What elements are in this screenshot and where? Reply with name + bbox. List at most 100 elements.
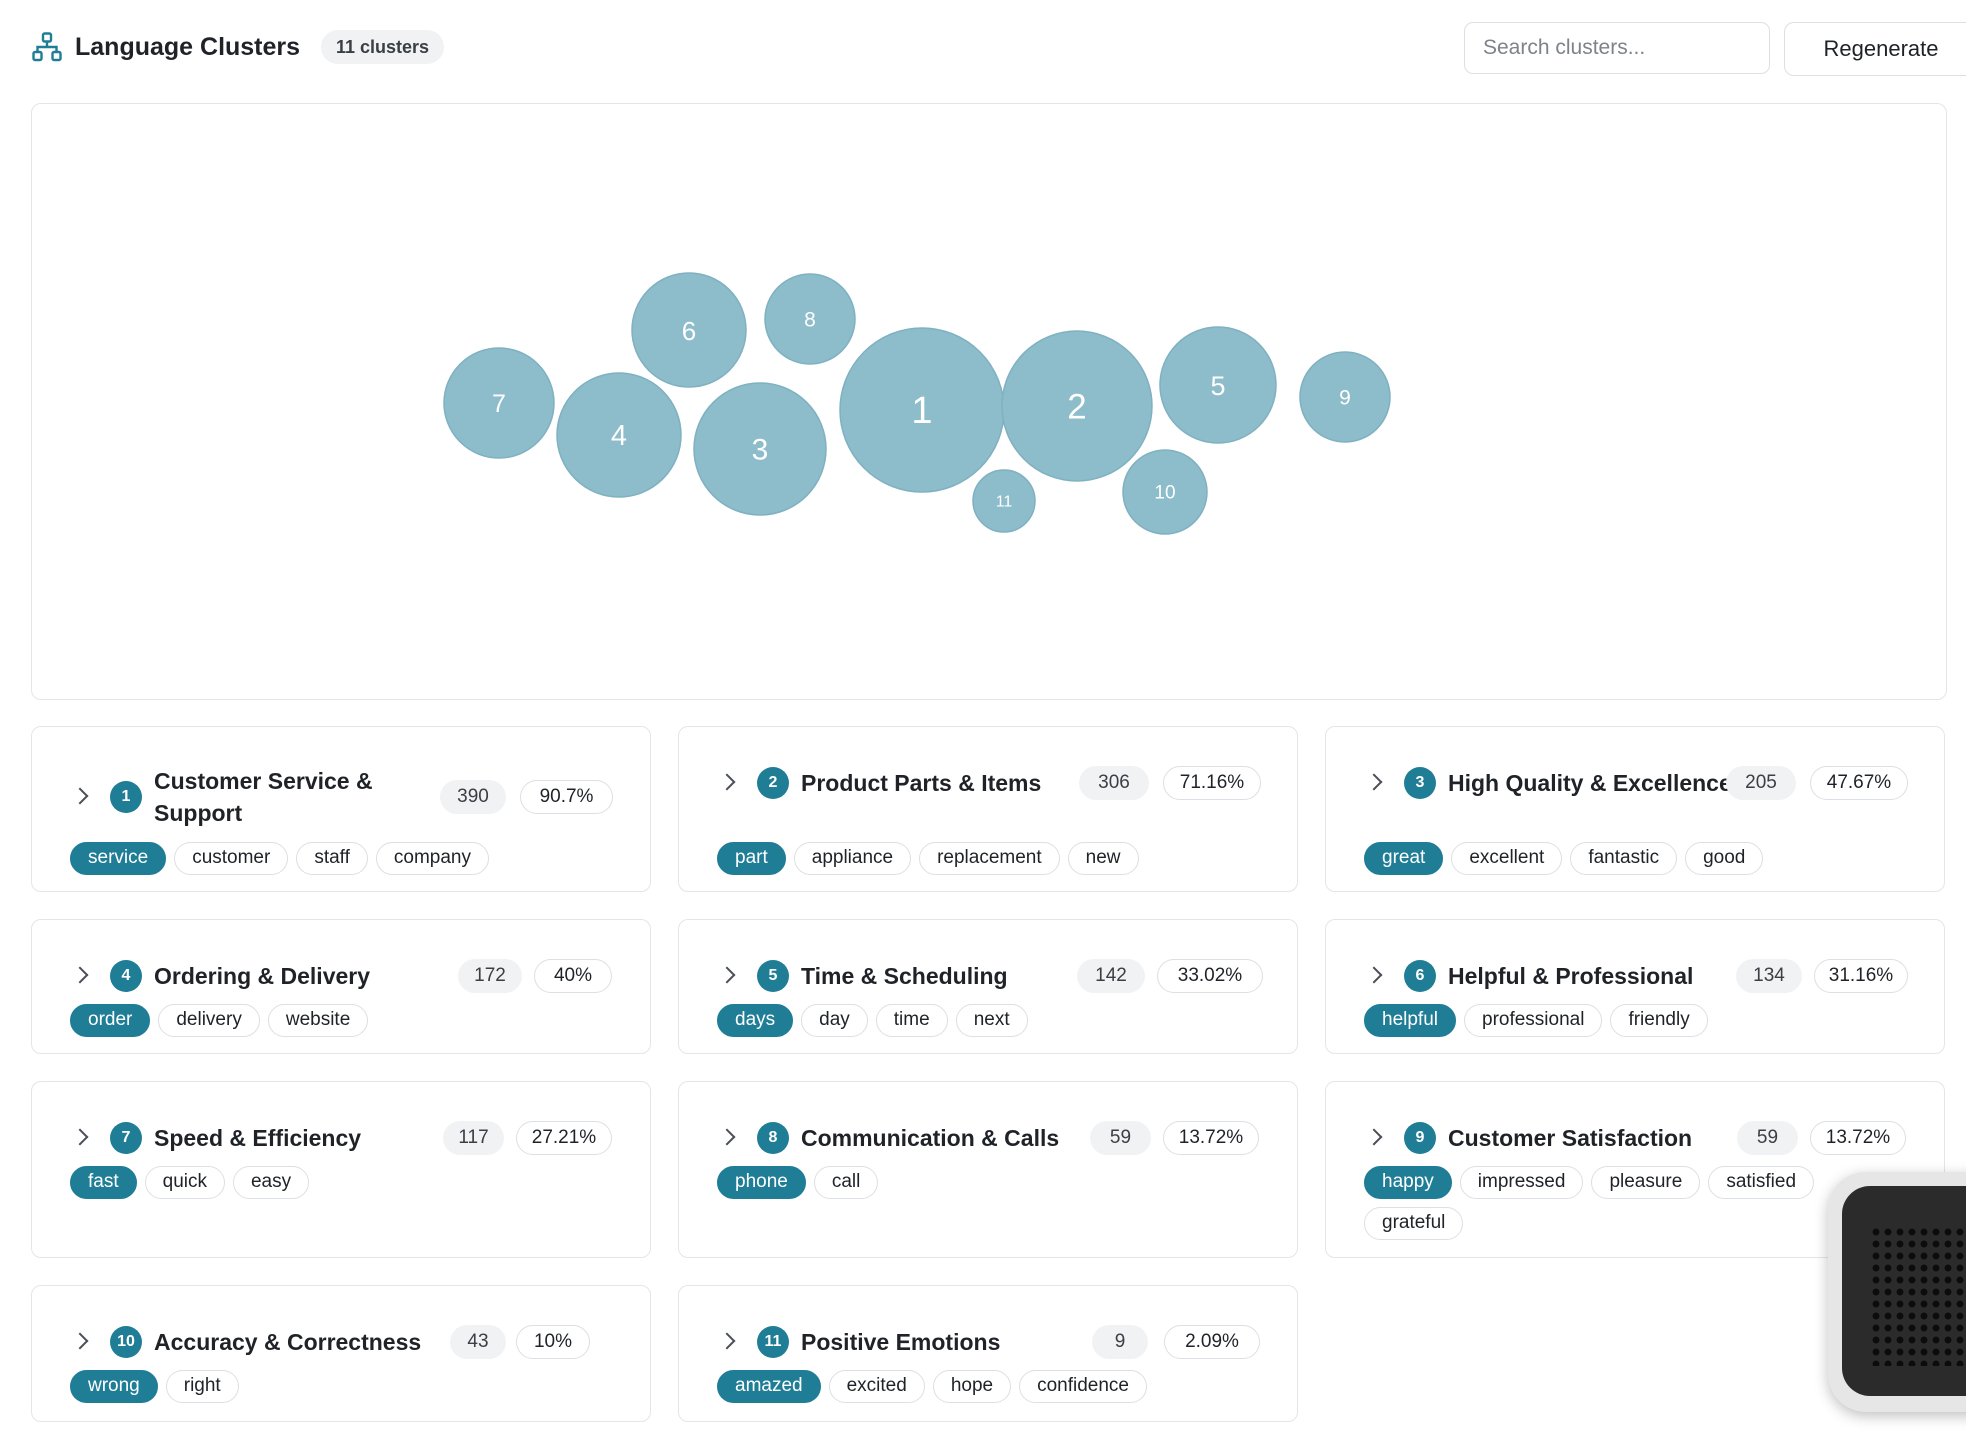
bubble-cluster-1[interactable]: 1 bbox=[839, 327, 1005, 493]
keyword-tag[interactable]: new bbox=[1067, 842, 1139, 875]
bubble-cluster-3[interactable]: 3 bbox=[693, 382, 827, 516]
bubble-cluster-8[interactable]: 8 bbox=[764, 273, 856, 365]
cluster-card[interactable]: 8 Communication & Calls 59 13.72% phone call bbox=[678, 1081, 1298, 1258]
expand-chevron-icon[interactable] bbox=[71, 787, 89, 805]
cluster-card[interactable]: 6 Helpful & Professional 134 31.16% helpful p… bbox=[1325, 919, 1945, 1054]
cluster-number-badge: 8 bbox=[757, 1122, 789, 1154]
keyword-tag[interactable]: time bbox=[875, 1004, 948, 1037]
cluster-title-line: Time & Scheduling bbox=[801, 963, 1008, 989]
expand-chevron-icon[interactable] bbox=[1365, 1128, 1383, 1146]
keyword-tag[interactable]: delivery bbox=[158, 1004, 260, 1037]
bubble-circle[interactable] bbox=[764, 273, 856, 365]
keyword-tag[interactable]: professional bbox=[1464, 1004, 1603, 1037]
keyword-tag[interactable]: next bbox=[955, 1004, 1028, 1037]
cluster-card[interactable]: 11 Positive Emotions 9 2.09% amazed excited ho… bbox=[678, 1285, 1298, 1422]
bubble-cluster-6[interactable]: 6 bbox=[631, 272, 747, 388]
keyword-tag[interactable]: amazed bbox=[717, 1370, 821, 1403]
keyword-tag[interactable]: great bbox=[1364, 842, 1444, 875]
cluster-bubble-chart: 1 2 3 4 5 6 7 8 9 10 11 bbox=[31, 103, 1947, 700]
keyword-tag[interactable]: replacement bbox=[919, 842, 1060, 875]
keyword-tag[interactable]: satisfied bbox=[1708, 1166, 1815, 1199]
keyword-tag[interactable]: website bbox=[267, 1004, 369, 1037]
bubble-circle[interactable] bbox=[839, 327, 1005, 493]
cluster-percentage: 90.7% bbox=[520, 780, 613, 814]
keyword-tag[interactable]: customer bbox=[174, 842, 289, 875]
keyword-tag[interactable]: staff bbox=[296, 842, 368, 875]
keyword-tag[interactable]: fantastic bbox=[1570, 842, 1678, 875]
expand-chevron-icon[interactable] bbox=[71, 966, 89, 984]
speaker-body bbox=[1842, 1186, 1966, 1396]
bubble-circle[interactable] bbox=[972, 469, 1036, 533]
bubble-cluster-5[interactable]: 5 bbox=[1159, 326, 1277, 444]
bubble-circle[interactable] bbox=[1001, 330, 1153, 482]
cluster-card[interactable]: 10 Accuracy & Correctness 43 10% wrong right bbox=[31, 1285, 651, 1422]
bubble-circle[interactable] bbox=[693, 382, 827, 516]
cluster-title: Product Parts & Items bbox=[801, 767, 1041, 799]
keyword-tag[interactable]: excellent bbox=[1451, 842, 1563, 875]
bubble-circle[interactable] bbox=[443, 347, 555, 459]
keyword-tag[interactable]: excited bbox=[828, 1370, 925, 1403]
cluster-count: 59 bbox=[1090, 1121, 1151, 1155]
bubble-cluster-7[interactable]: 7 bbox=[443, 347, 555, 459]
keyword-tag[interactable]: appliance bbox=[793, 842, 912, 875]
cluster-number-badge: 10 bbox=[110, 1326, 142, 1358]
cluster-count: 59 bbox=[1737, 1121, 1798, 1155]
bubble-circle[interactable] bbox=[1122, 449, 1208, 535]
speaker-device-icon bbox=[1828, 1172, 1966, 1412]
cluster-card[interactable]: 4 Ordering & Delivery 172 40% order delivery w… bbox=[31, 919, 651, 1054]
keyword-tag[interactable]: pleasure bbox=[1591, 1166, 1701, 1199]
cluster-card[interactable]: 3 High Quality & Excellence 205 47.67% great… bbox=[1325, 726, 1945, 892]
keyword-tag[interactable]: call bbox=[813, 1166, 879, 1199]
keyword-tag[interactable]: order bbox=[70, 1004, 151, 1037]
bubble-circle[interactable] bbox=[556, 372, 682, 498]
keyword-tag[interactable]: fast bbox=[70, 1166, 137, 1199]
expand-chevron-icon[interactable] bbox=[718, 773, 736, 791]
expand-chevron-icon[interactable] bbox=[718, 1332, 736, 1350]
keyword-tag[interactable]: happy bbox=[1364, 1166, 1452, 1199]
keyword-tag[interactable]: day bbox=[801, 1004, 868, 1037]
keyword-tag[interactable]: helpful bbox=[1364, 1004, 1456, 1037]
keyword-tag[interactable]: good bbox=[1685, 842, 1764, 875]
expand-chevron-icon[interactable] bbox=[71, 1128, 89, 1146]
bubble-cluster-11[interactable]: 11 bbox=[972, 469, 1036, 533]
keyword-tag[interactable]: easy bbox=[232, 1166, 310, 1199]
cluster-title-line: Support bbox=[154, 800, 243, 826]
keyword-tag[interactable]: confidence bbox=[1019, 1370, 1147, 1403]
keyword-tag[interactable]: impressed bbox=[1459, 1166, 1584, 1199]
keyword-tag[interactable]: company bbox=[375, 842, 489, 875]
bubble-circle[interactable] bbox=[1159, 326, 1277, 444]
search-input[interactable] bbox=[1464, 22, 1770, 74]
keyword-tag[interactable]: grateful bbox=[1364, 1207, 1464, 1240]
expand-chevron-icon[interactable] bbox=[1365, 773, 1383, 791]
expand-chevron-icon[interactable] bbox=[1365, 966, 1383, 984]
bubble-circle[interactable] bbox=[1299, 351, 1391, 443]
cluster-card[interactable]: 2 Product Parts & Items 306 71.16% part appli… bbox=[678, 726, 1298, 892]
bubble-circle[interactable] bbox=[631, 272, 747, 388]
cluster-card[interactable]: 5 Time & Scheduling 142 33.02% days day time ne… bbox=[678, 919, 1298, 1054]
cluster-title-line: Positive Emotions bbox=[801, 1329, 1001, 1355]
cluster-title: Speed & Efficiency bbox=[154, 1122, 361, 1154]
cluster-title: Communication & Calls bbox=[801, 1122, 1059, 1154]
keyword-tag[interactable]: days bbox=[717, 1004, 794, 1037]
keyword-tag[interactable]: service bbox=[70, 842, 167, 875]
expand-chevron-icon[interactable] bbox=[71, 1332, 89, 1350]
bubble-cluster-2[interactable]: 2 bbox=[1001, 330, 1153, 482]
bubble-cluster-4[interactable]: 4 bbox=[556, 372, 682, 498]
cluster-card[interactable]: 1 Customer Service & Support 390 90.7% servic… bbox=[31, 726, 651, 892]
keyword-tag[interactable]: phone bbox=[717, 1166, 806, 1199]
keyword-tag[interactable]: hope bbox=[932, 1370, 1012, 1403]
cluster-percentage: 13.72% bbox=[1810, 1121, 1906, 1155]
keyword-tag[interactable]: part bbox=[717, 842, 786, 875]
cluster-title-line: Accuracy & Correctness bbox=[154, 1329, 422, 1355]
expand-chevron-icon[interactable] bbox=[718, 966, 736, 984]
bubble-cluster-9[interactable]: 9 bbox=[1299, 351, 1391, 443]
keyword-tag[interactable]: wrong bbox=[70, 1370, 158, 1403]
keyword-tag[interactable]: friendly bbox=[1610, 1004, 1708, 1037]
cluster-count: 142 bbox=[1077, 959, 1145, 993]
regenerate-button[interactable]: Regenerate bbox=[1784, 22, 1966, 76]
keyword-tag[interactable]: right bbox=[165, 1370, 239, 1403]
keyword-tag[interactable]: quick bbox=[144, 1166, 225, 1199]
expand-chevron-icon[interactable] bbox=[718, 1128, 736, 1146]
cluster-card[interactable]: 7 Speed & Efficiency 117 27.21% fast quick eas… bbox=[31, 1081, 651, 1258]
bubble-cluster-10[interactable]: 10 bbox=[1122, 449, 1208, 535]
